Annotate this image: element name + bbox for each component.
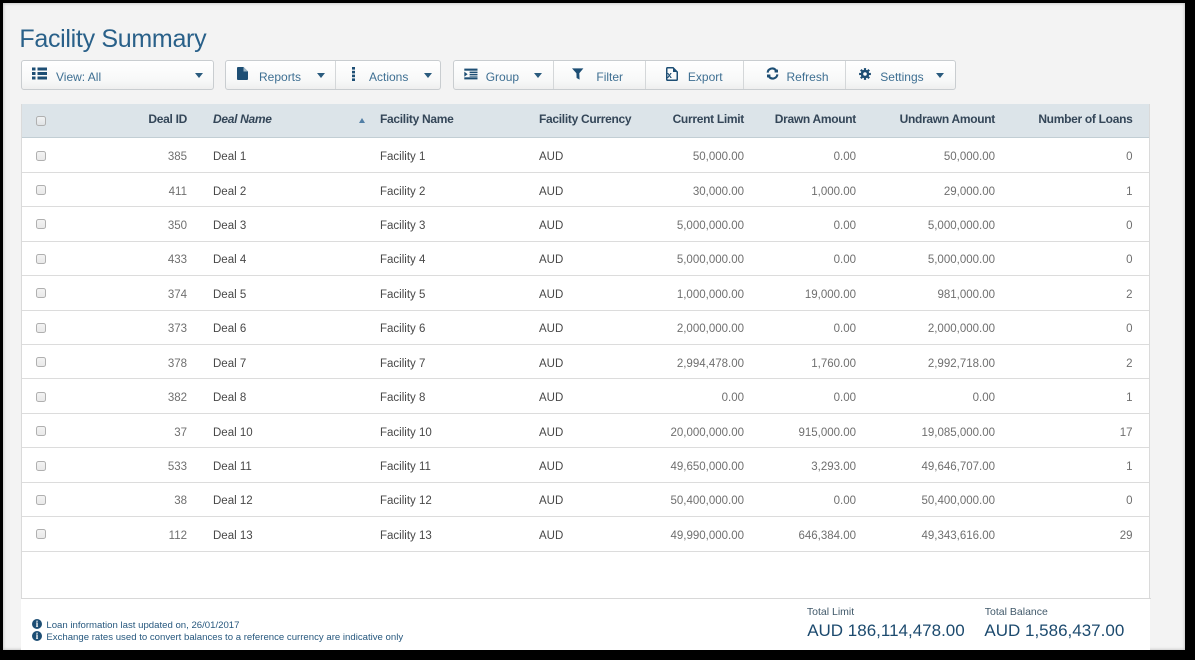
svg-text:x: x bbox=[667, 70, 672, 80]
